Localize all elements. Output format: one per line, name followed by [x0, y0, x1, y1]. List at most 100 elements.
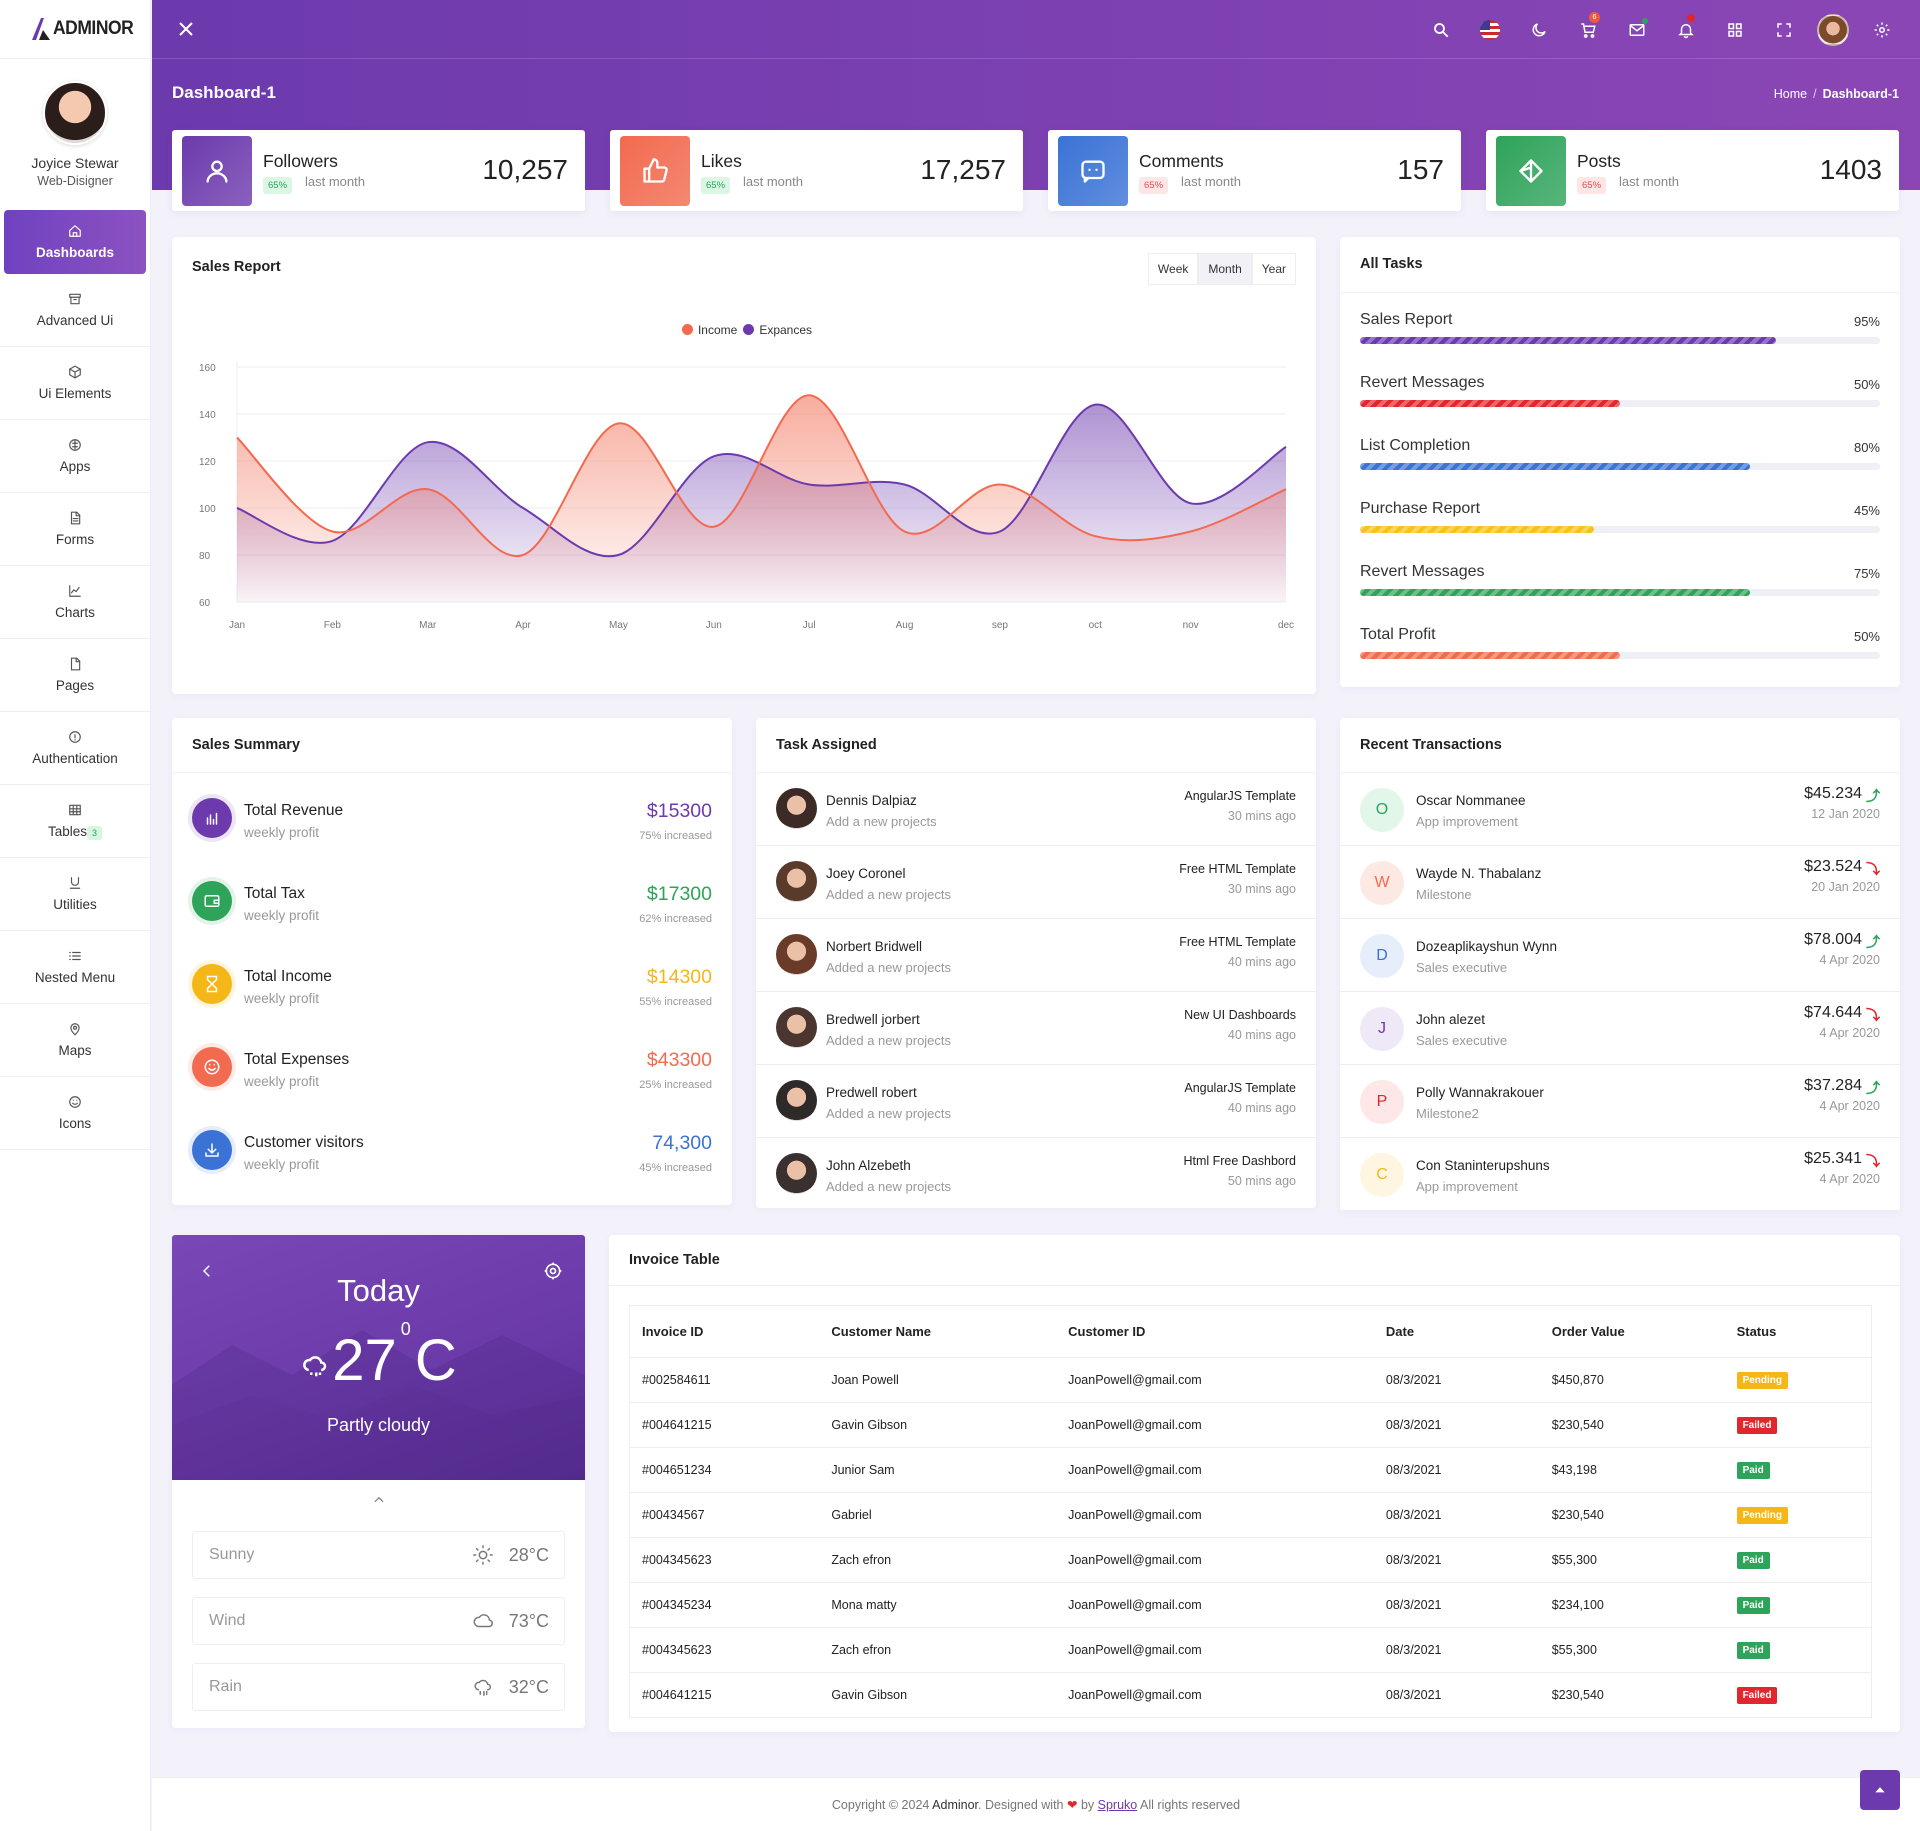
table-row[interactable]: #004641215 Gavin Gibson JoanPowell@gmail.c…	[629, 1672, 1872, 1718]
wallet-icon	[204, 895, 220, 907]
notifications-button[interactable]	[1661, 0, 1710, 59]
summary-title: Total Revenue	[244, 802, 344, 819]
settings-button[interactable]	[1857, 0, 1906, 59]
task-assigned-row[interactable]: Norbert Bridwell Added a new projects Fr…	[756, 919, 1316, 992]
transaction-amount: $78.004	[1804, 931, 1862, 948]
sidebar-item-maps[interactable]: Maps	[0, 1004, 150, 1077]
transaction-row[interactable]: D Dozeaplikayshun Wynn Sales executive $…	[1340, 919, 1900, 992]
transaction-row[interactable]: W Wayde N. Thabalanz Milestone $23.524 ⤵…	[1340, 846, 1900, 919]
column-header[interactable]: Status	[1724, 1305, 1872, 1358]
stat-icon-box	[1496, 136, 1566, 206]
invoice-card: Invoice Table Invoice ID Customer Name Cus…	[609, 1235, 1900, 1732]
transaction-row[interactable]: P Polly Wannakrakouer Milestone2 $37.284…	[1340, 1065, 1900, 1138]
sidebar-item-pages[interactable]: Pages	[0, 639, 150, 712]
column-header[interactable]: Date	[1373, 1305, 1540, 1358]
chevron-up-icon[interactable]	[372, 1493, 386, 1507]
bar-chart-icon	[206, 812, 218, 825]
file-text-icon	[70, 511, 81, 525]
legend-item[interactable]: Income	[676, 323, 737, 337]
sidebar-item-label: Icons	[58, 1116, 92, 1131]
sidebar-item-charts[interactable]: Charts	[0, 566, 150, 639]
summary-item: Customer visitors weekly profit 74,300 4…	[192, 1124, 712, 1204]
stat-card-followers[interactable]: Followers 65% last month 10,257	[172, 130, 585, 211]
transaction-date: 4 Apr 2020	[1819, 1172, 1880, 1186]
table-row[interactable]: #004345234 Mona matty JoanPowell@gmail.com…	[629, 1582, 1872, 1628]
period-year-button[interactable]: Year	[1251, 253, 1296, 285]
stat-card-comments[interactable]: Comments 65% last month 157	[1048, 130, 1461, 211]
project-name: Html Free Dashbord	[1183, 1154, 1296, 1168]
breadcrumb-home[interactable]: Home	[1773, 87, 1808, 101]
cart-button[interactable]: 6	[1563, 0, 1612, 59]
legend-item[interactable]: Expances	[737, 323, 812, 337]
data-point	[998, 483, 1002, 487]
progress-track	[1360, 589, 1880, 596]
mail-button[interactable]	[1612, 0, 1661, 59]
table-row[interactable]: #004641215 Gavin Gibson JoanPowell@gmail.c…	[629, 1402, 1872, 1448]
language-button[interactable]	[1465, 0, 1514, 59]
column-header[interactable]: Customer ID	[1056, 1305, 1374, 1358]
search-button[interactable]	[1416, 0, 1465, 59]
hourglass-icon	[206, 975, 218, 993]
period-month-button[interactable]: Month	[1198, 253, 1252, 285]
sidebar-item-authentication[interactable]: Authentication	[0, 712, 150, 785]
sales-summary-card: Sales Summary Total Revenue weekly profi…	[172, 718, 732, 1205]
stat-percent-badge: 65%	[1139, 177, 1169, 194]
task-assigned-row[interactable]: Predwell robert Added a new projects Ang…	[756, 1065, 1316, 1138]
sidebar-item-ui-elements[interactable]: Ui Elements	[0, 347, 150, 420]
column-header[interactable]: Order Value	[1539, 1305, 1725, 1358]
transaction-row[interactable]: C Con Staninterupshuns App improvement $…	[1340, 1138, 1900, 1211]
sales-report-title: Sales Report	[192, 259, 281, 275]
all-tasks-card: All Tasks Sales Report 95% Revert Messag…	[1340, 237, 1900, 687]
sidebar-item-dashboards[interactable]: Dashboards	[4, 210, 146, 274]
dark-mode-button[interactable]	[1514, 0, 1563, 59]
avatar[interactable]	[43, 81, 107, 145]
assignee-subtitle: Added a new projects	[826, 887, 952, 902]
stat-card-likes[interactable]: Likes 65% last month 17,257	[610, 130, 1023, 211]
footer-company-link[interactable]: Spruko	[1097, 1798, 1138, 1812]
sidebar-item-label: Advanced Ui	[36, 313, 114, 328]
table-row[interactable]: #002584611 Joan Powell JoanPowell@gmail.co…	[629, 1357, 1872, 1403]
chevron-left-icon[interactable]	[198, 1262, 216, 1280]
table-row[interactable]: #00434567 Gabriel JoanPowell@gmail.com 08/3…	[629, 1492, 1872, 1538]
task-assigned-row[interactable]: Bredwell jorbert Added a new projects Ne…	[756, 992, 1316, 1065]
table-row[interactable]: #004345623 Zach efron JoanPowell@gmail.com…	[629, 1537, 1872, 1583]
task-assigned-row[interactable]: Joey Coronel Added a new projects Free H…	[756, 846, 1316, 919]
back-to-top-button[interactable]	[1860, 1770, 1900, 1810]
table-body: #002584611 Joan Powell JoanPowell@gmail.co…	[629, 1357, 1872, 1718]
sidebar-item-apps[interactable]: Apps	[0, 420, 150, 493]
table-cell: Junior Sam	[819, 1447, 1057, 1493]
table-cell: Gabriel	[819, 1492, 1057, 1538]
column-header[interactable]: Invoice ID	[629, 1305, 820, 1358]
sidebar-item-forms[interactable]: Forms	[0, 493, 150, 566]
transaction-row[interactable]: O Oscar Nommanee App improvement $45.234…	[1340, 773, 1900, 846]
profile-menu-button[interactable]	[1808, 0, 1857, 59]
column-header[interactable]: Customer Name	[819, 1305, 1057, 1358]
task-assigned-row[interactable]: Dennis Dalpiaz Add a new projects Angula…	[756, 773, 1316, 846]
data-point	[903, 483, 907, 487]
initial-avatar: D	[1360, 934, 1404, 978]
table-row[interactable]: #004345623 Zach efron JoanPowell@gmail.com…	[629, 1627, 1872, 1673]
table-cell: 08/3/2021	[1373, 1402, 1540, 1448]
table-row[interactable]: #004651234 Junior Sam JoanPowell@gmail.com…	[629, 1447, 1872, 1493]
initial-avatar: C	[1360, 1153, 1404, 1197]
stat-percent-badge: 65%	[701, 177, 731, 194]
period-week-button[interactable]: Week	[1147, 253, 1199, 285]
sidebar-item-advanced-ui[interactable]: Advanced Ui	[0, 274, 150, 347]
sidebar-item-label: Utilities	[53, 897, 97, 912]
task-progress-item: Revert Messages 75%	[1360, 563, 1880, 625]
transaction-row[interactable]: J John alezet Sales executive $74.644 ⤵ …	[1340, 992, 1900, 1065]
sidebar-item-nested-menu[interactable]: Nested Menu	[0, 931, 150, 1004]
assignee-subtitle: Added a new projects	[826, 960, 952, 975]
task-assigned-row[interactable]: John Alzebeth Added a new projects Html …	[756, 1138, 1316, 1211]
apps-button[interactable]	[1710, 0, 1759, 59]
sidebar-item-utilities[interactable]: Utilities	[0, 858, 150, 931]
stat-card-posts[interactable]: Posts 65% last month 1403	[1486, 130, 1899, 211]
sidebar-item-icons[interactable]: Icons	[0, 1077, 150, 1150]
close-icon[interactable]	[174, 17, 198, 41]
status-badge: Paid	[1736, 1596, 1770, 1614]
summary-value: 74,300	[652, 1132, 712, 1154]
fullscreen-button[interactable]	[1759, 0, 1808, 59]
logo[interactable]: ADMINOR	[0, 0, 150, 59]
sidebar-item-tables[interactable]: Tables 3	[0, 785, 150, 858]
gear-icon[interactable]	[543, 1261, 563, 1281]
